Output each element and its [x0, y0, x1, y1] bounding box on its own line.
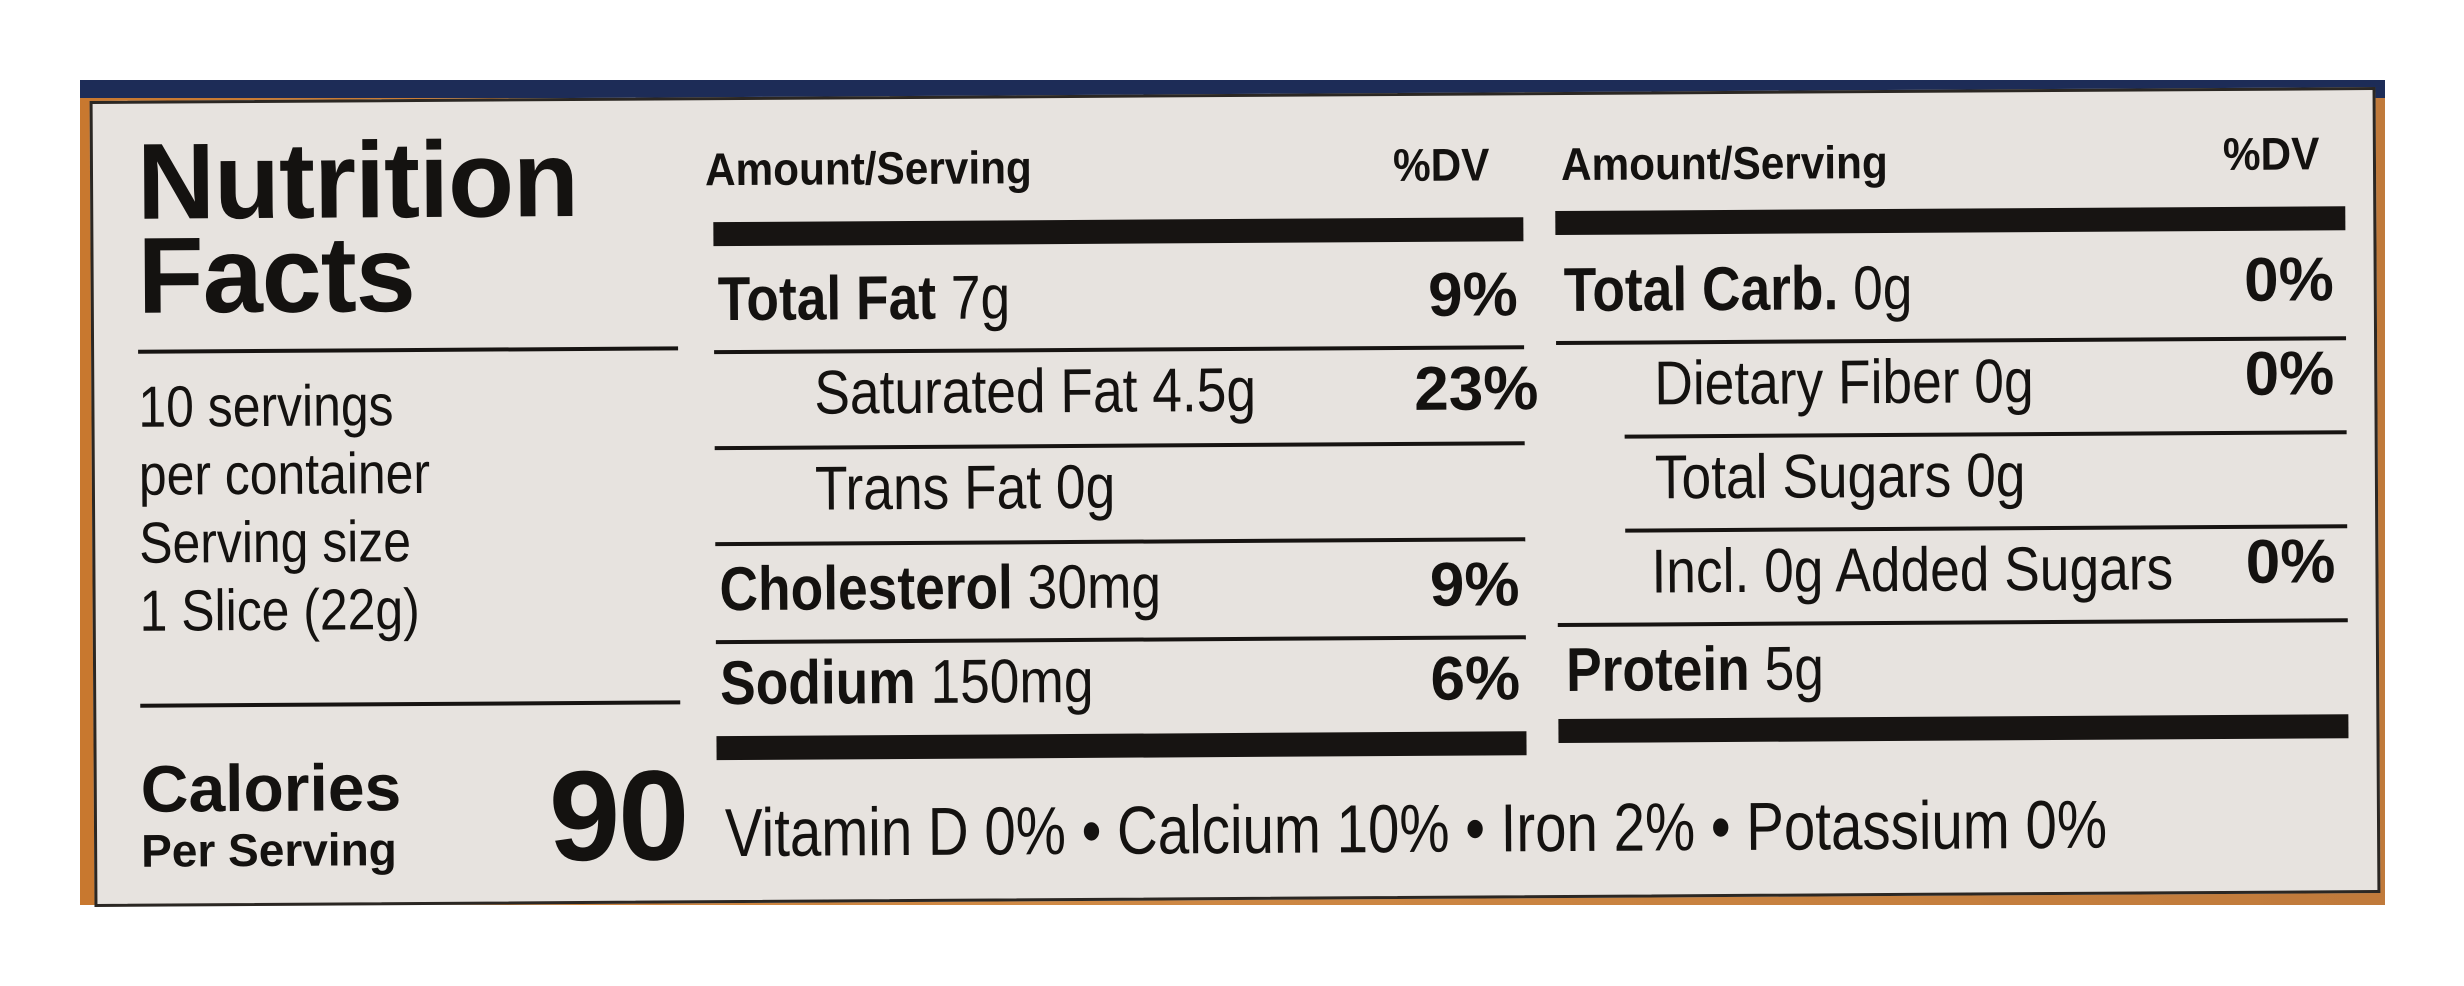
- calories-per-serving-label: Per Serving: [140, 823, 397, 877]
- total-carb-amount: 0g: [1852, 253, 1913, 324]
- right-header-thick-rule: [1555, 206, 2346, 236]
- left-header-dv: %DV: [1392, 138, 1490, 192]
- right-header-dv: %DV: [2222, 127, 2320, 180]
- saturated-fat-label: Saturated Fat 4.5g: [814, 355, 1257, 428]
- total-fat-label: Total Fat: [717, 263, 937, 335]
- added-sugars-dv: 0%: [2245, 527, 2336, 597]
- total-fat-dv: 9%: [1427, 260, 1518, 330]
- right-header-amount: Amount/Serving: [1560, 136, 1888, 191]
- calories-label: Calories: [140, 750, 402, 826]
- protein-label: Protein: [1565, 634, 1750, 705]
- total-carb-dv: 0%: [2243, 245, 2334, 315]
- total-carb-row: Total Carb. 0g: [1564, 253, 1913, 326]
- serving-size-label: Serving size: [139, 509, 412, 576]
- dietary-fiber-dv: 0%: [2244, 339, 2335, 409]
- cholesterol-label: Cholesterol: [719, 553, 1014, 625]
- left-header-amount: Amount/Serving: [704, 141, 1032, 196]
- trans-fat-label: Trans Fat 0g: [814, 452, 1116, 524]
- servings-per-container-line2: per container: [138, 440, 431, 508]
- protein-row: Protein 5g: [1566, 633, 1824, 706]
- total-carb-label: Total Carb.: [1563, 254, 1839, 325]
- vitamins-minerals-line: Vitamin D 0% • Calcium 10% • Iron 2% • P…: [724, 786, 2108, 872]
- left-header-thick-rule: [713, 217, 1524, 247]
- calories-value: 90: [548, 744, 688, 889]
- row-divider: [1557, 618, 2348, 628]
- cholesterol-amount: 30mg: [1027, 552, 1162, 623]
- row-divider: [714, 345, 1525, 355]
- sodium-row: Sodium 150mg: [720, 646, 1094, 719]
- cholesterol-dv: 9%: [1429, 550, 1520, 620]
- sodium-amount: 150mg: [930, 646, 1094, 717]
- left-bottom-thick-rule: [716, 731, 1527, 761]
- serving-size-value: 1 Slice (22g): [139, 576, 420, 644]
- row-divider: [715, 537, 1526, 547]
- total-sugars-label: Total Sugars 0g: [1654, 441, 2026, 513]
- label-title-line2: Facts: [137, 213, 416, 336]
- servings-divider: [140, 700, 681, 708]
- protein-amount: 5g: [1764, 634, 1825, 704]
- title-divider: [138, 346, 679, 354]
- row-divider: [715, 635, 1526, 645]
- right-bottom-thick-rule: [1558, 714, 2349, 744]
- sodium-label: Sodium: [719, 647, 916, 719]
- saturated-fat-dv: 23%: [1414, 354, 1539, 424]
- nutrition-facts-label: Nutrition Facts 10 servings per containe…: [89, 87, 2381, 907]
- row-divider: [1624, 430, 2347, 439]
- total-fat-amount: 7g: [950, 263, 1011, 333]
- added-sugars-label: Incl. 0g Added Sugars: [1651, 534, 2174, 607]
- cholesterol-row: Cholesterol 30mg: [719, 551, 1161, 625]
- sodium-dv: 6%: [1430, 644, 1521, 714]
- servings-per-container-line1: 10 servings: [138, 373, 394, 440]
- dietary-fiber-label: Dietary Fiber 0g: [1654, 347, 2034, 419]
- row-divider: [714, 441, 1525, 451]
- total-fat-row: Total Fat 7g: [718, 262, 1011, 335]
